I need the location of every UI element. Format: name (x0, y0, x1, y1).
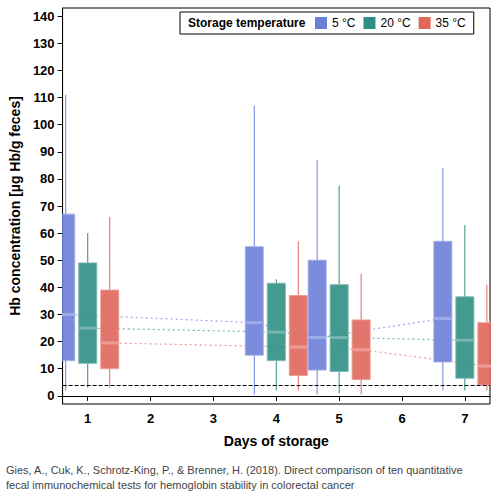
svg-text:20: 20 (40, 334, 54, 349)
svg-text:40: 40 (40, 280, 54, 295)
svg-text:6: 6 (398, 411, 405, 426)
svg-text:5: 5 (336, 411, 343, 426)
svg-text:100: 100 (33, 117, 55, 132)
svg-text:130: 130 (33, 36, 55, 51)
svg-text:5 °C: 5 °C (332, 16, 356, 30)
svg-text:35 °C: 35 °C (436, 16, 466, 30)
svg-text:3: 3 (210, 411, 217, 426)
svg-text:Days of storage: Days of storage (224, 433, 329, 449)
svg-text:120: 120 (33, 63, 55, 78)
svg-text:1: 1 (84, 411, 91, 426)
svg-text:0: 0 (47, 388, 54, 403)
svg-text:Gies, A., Cuk, K., Schrotz-Kin: Gies, A., Cuk, K., Schrotz-King, P., & B… (6, 464, 466, 476)
svg-text:fecal immunochemical tests for: fecal immunochemical tests for hemoglobi… (6, 479, 355, 491)
svg-text:60: 60 (40, 226, 54, 241)
svg-text:20 °C: 20 °C (380, 16, 410, 30)
svg-text:7: 7 (461, 411, 468, 426)
svg-text:50: 50 (40, 253, 54, 268)
svg-text:70: 70 (40, 199, 54, 214)
svg-text:30: 30 (40, 307, 54, 322)
svg-text:90: 90 (40, 144, 54, 159)
svg-text:4: 4 (273, 411, 281, 426)
svg-text:Storage temperature: Storage temperature (188, 16, 306, 30)
svg-text:80: 80 (40, 171, 54, 186)
svg-text:2: 2 (147, 411, 154, 426)
svg-text:10: 10 (40, 361, 54, 376)
svg-text:Hb concentration [µg Hb/g fece: Hb concentration [µg Hb/g feces] (7, 96, 23, 316)
svg-text:140: 140 (33, 9, 55, 24)
svg-text:110: 110 (34, 90, 55, 105)
